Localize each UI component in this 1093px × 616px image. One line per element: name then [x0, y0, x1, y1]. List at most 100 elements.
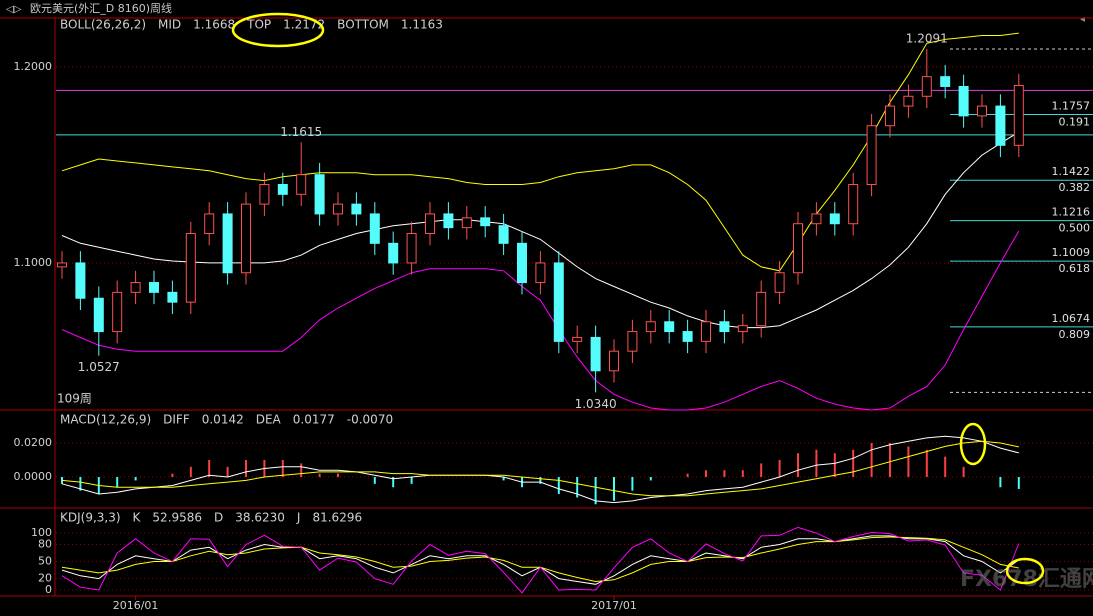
candle-body: [921, 76, 932, 97]
window-title: 欧元美元(外汇_D 8160)周线: [30, 1, 172, 15]
candle-body: [940, 76, 951, 87]
candle-body: [241, 203, 251, 274]
y-tick-label: 0.0200: [14, 436, 53, 449]
fib-ratio: 0.618: [1059, 262, 1091, 275]
y-tick-label: 1.2000: [14, 60, 53, 73]
candle-body: [756, 291, 767, 327]
scroll-icon[interactable]: ◂: [1080, 14, 1085, 25]
candle-body: [701, 321, 711, 342]
candle-body: [167, 291, 178, 303]
indicator-readout: 1.1163: [401, 18, 443, 32]
indicator-readout: DEA: [256, 413, 282, 427]
candle-body: [93, 297, 104, 333]
indicator-readout: 0.0142: [202, 413, 244, 427]
indicator-readout: 38.6230: [235, 511, 285, 525]
x-tick-label: 2017/01: [591, 599, 637, 612]
price-annotation: 1.0340: [575, 397, 617, 411]
candle-body: [811, 213, 822, 225]
candle-body: [664, 321, 675, 333]
fib-ratio: 0.500: [1059, 222, 1091, 235]
candle-body: [535, 262, 546, 284]
fib-ratio: 0.191: [1059, 116, 1091, 129]
fib-price: 1.1422: [1052, 165, 1091, 178]
candle-body: [443, 213, 454, 229]
candle-body: [204, 213, 215, 235]
watermark: FX678汇通网: [960, 567, 1093, 592]
candle-body: [572, 336, 583, 342]
indicator-readout: MACD(12,26,9): [60, 413, 151, 427]
candle-body: [333, 203, 343, 215]
y-tick-label: 0.0000: [14, 470, 53, 483]
highlight-circle: [231, 12, 325, 48]
candle-body: [737, 325, 748, 333]
fib-price: 1.0674: [1052, 312, 1091, 325]
indicator-readout: KDJ(9,3,3): [60, 511, 121, 525]
candle-body: [480, 217, 491, 227]
candle-body: [277, 184, 288, 195]
candle-body: [866, 125, 877, 186]
indicator-readout: 52.9586: [152, 511, 202, 525]
y-tick-label: 20: [38, 572, 52, 585]
candle-body: [461, 217, 472, 229]
candle-body: [369, 213, 380, 244]
candle-body: [222, 213, 233, 274]
candle-body: [627, 331, 638, 352]
candle-body: [314, 174, 325, 215]
candle-body: [425, 213, 435, 235]
candle-body: [609, 350, 619, 372]
indicator-readout: BOLL(26,26,2): [60, 18, 146, 32]
indicator-readout: D: [214, 511, 223, 525]
candle-body: [958, 85, 969, 117]
indicator-readout: -0.0070: [347, 413, 393, 427]
highlight-circle: [959, 422, 987, 466]
y-tick-label: 0: [45, 583, 52, 596]
fib-ratio: 0.809: [1059, 328, 1091, 341]
y-tick-label: 100: [31, 526, 52, 539]
price-annotation: 1.0527: [78, 360, 120, 374]
x-tick-label: 2016/01: [113, 599, 159, 612]
candle-body: [149, 282, 159, 293]
candle-body: [57, 262, 67, 268]
candle-body: [793, 223, 803, 274]
indicator-readout: 81.6296: [312, 511, 362, 525]
candle-body: [498, 225, 509, 244]
boll-line: [61, 131, 1020, 329]
candle-body: [259, 184, 270, 205]
candle-body: [517, 242, 527, 284]
candle-body: [682, 331, 693, 342]
indicator-readout: 0.0177: [293, 413, 335, 427]
candle-body: [75, 262, 86, 299]
candle-body: [130, 282, 141, 293]
indicator-readout: BOTTOM: [337, 18, 389, 32]
y-tick-label: 80: [38, 537, 52, 550]
indicator-readout: J: [296, 511, 301, 525]
candle-body: [351, 203, 362, 215]
candle-body: [885, 105, 895, 127]
candle-body: [645, 321, 656, 333]
fib-price: 1.1009: [1052, 246, 1091, 259]
indicator-readout: DIFF: [163, 413, 190, 427]
kdj-line: [61, 526, 1020, 594]
y-tick-label: 50: [38, 555, 52, 568]
fib-price: 1.1757: [1052, 100, 1091, 113]
candle-body: [406, 233, 417, 264]
candle-body: [1013, 84, 1024, 146]
candle-body: [112, 291, 123, 333]
nav-icon[interactable]: ◁▷: [6, 4, 22, 15]
candle-body: [977, 105, 987, 117]
candle-body: [553, 262, 564, 342]
price-annotation: 1.2091: [906, 32, 948, 46]
fib-price: 1.1216: [1052, 206, 1091, 219]
boll-line: [61, 32, 1019, 272]
indicator-readout: K: [133, 511, 142, 525]
indicator-readout: TOP: [246, 18, 271, 32]
indicator-readout: MID: [158, 18, 181, 32]
plot-area: 1.2000 1.1000 1.1757 0.191 1.1422 0.382 1.1216…: [14, 18, 1093, 612]
candle-body: [296, 174, 307, 195]
fib-ratio: 0.382: [1059, 181, 1091, 194]
candle-body: [774, 272, 785, 293]
candle-body: [903, 95, 914, 107]
candle-body: [185, 233, 196, 303]
macd-line: [61, 435, 1019, 504]
